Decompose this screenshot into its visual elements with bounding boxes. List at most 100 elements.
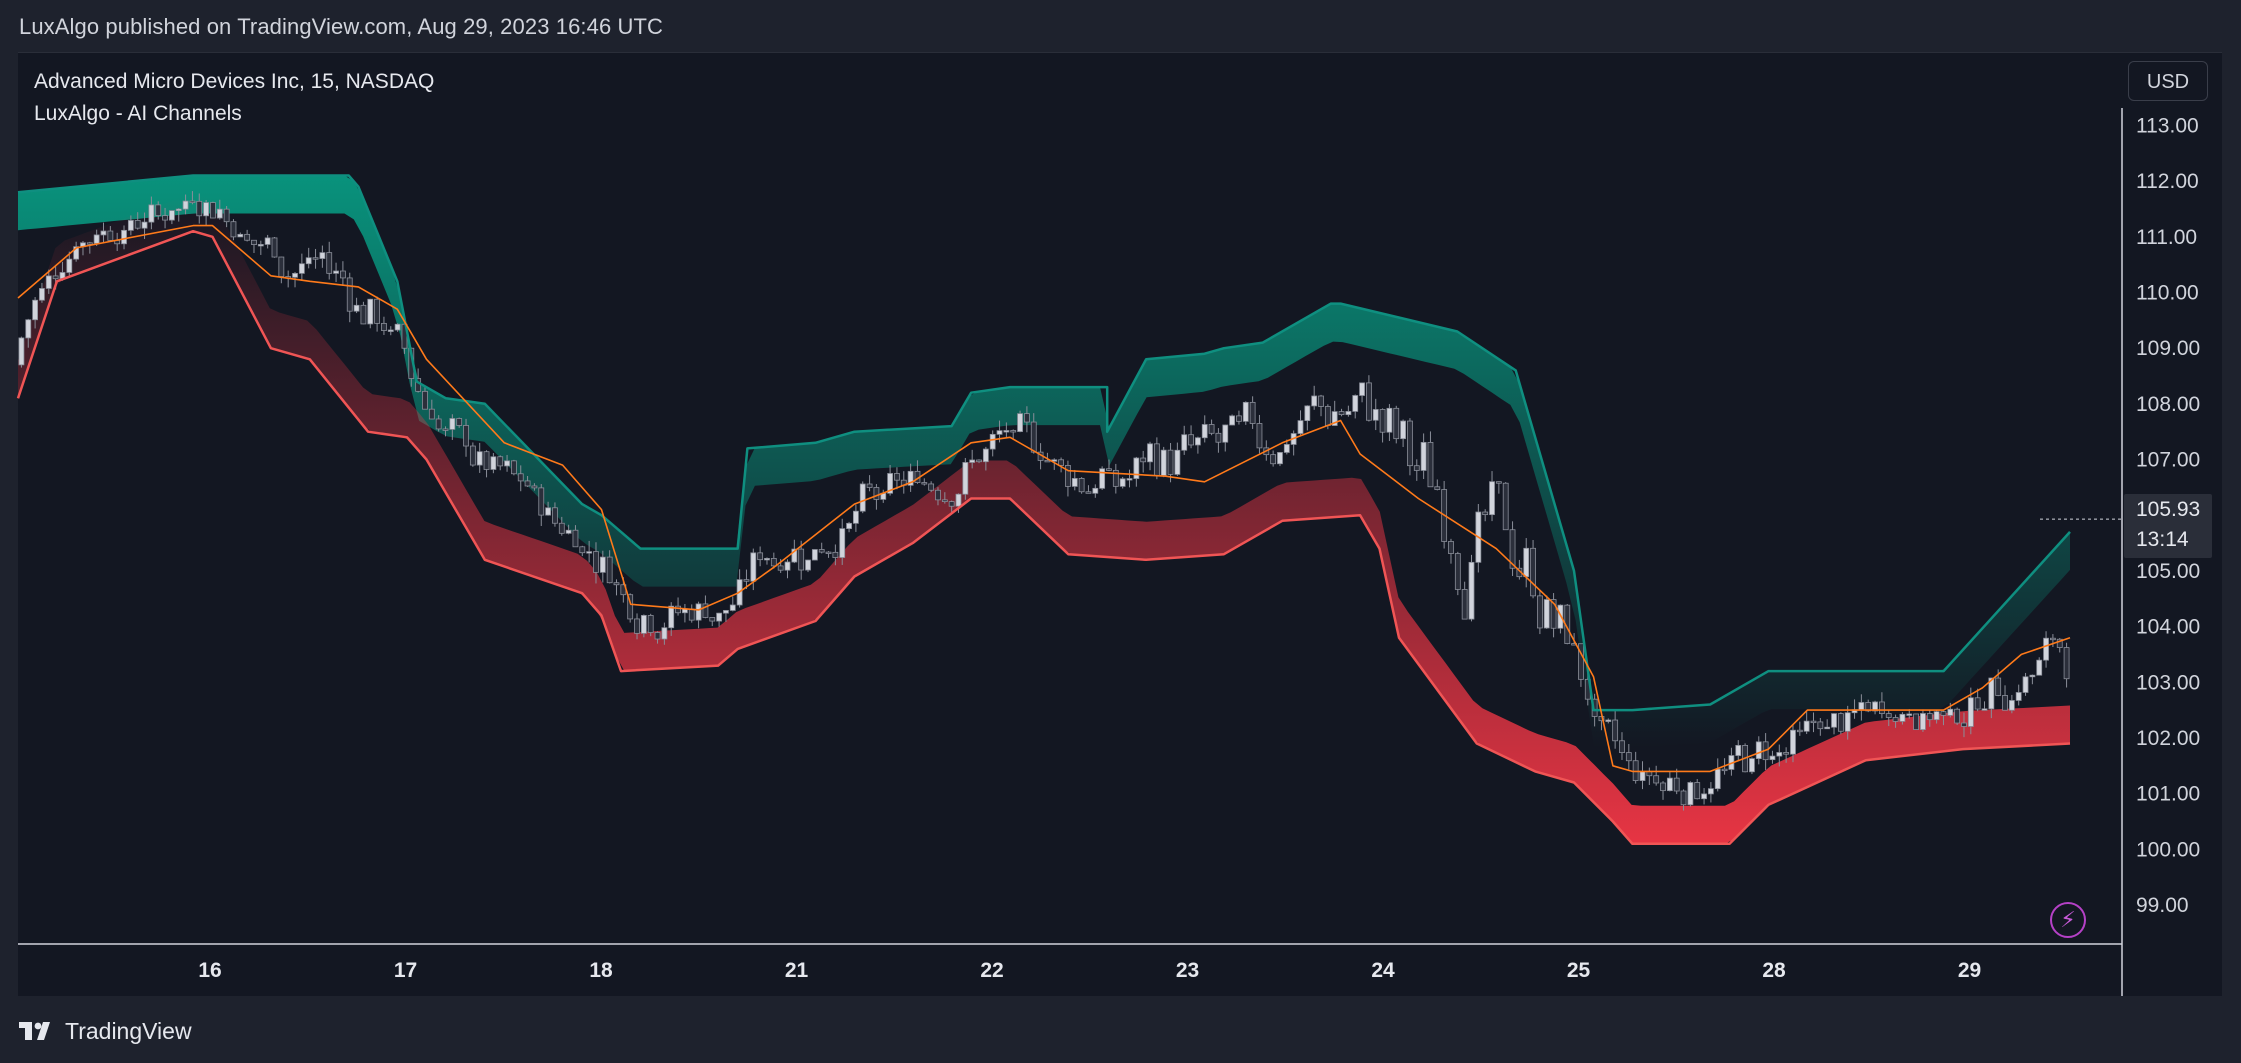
candle-body xyxy=(1153,443,1160,476)
lower-band-fill xyxy=(18,193,2070,844)
currency-button[interactable]: USD xyxy=(2128,61,2208,101)
candle-body xyxy=(1461,589,1468,620)
candle-body xyxy=(1078,478,1085,493)
candle-body xyxy=(1345,411,1352,416)
candle-body xyxy=(1790,729,1796,755)
candle-body xyxy=(1174,449,1181,475)
candle-body xyxy=(825,551,832,554)
candle-body xyxy=(237,233,244,238)
candle-body xyxy=(1167,449,1174,475)
candle-body xyxy=(1666,777,1673,792)
candle-body xyxy=(189,200,196,203)
candle-body xyxy=(2029,674,2036,678)
x-tick-label: 16 xyxy=(198,959,221,982)
candle-body xyxy=(1831,713,1837,728)
candle-body xyxy=(121,229,127,245)
candle-body xyxy=(298,263,305,274)
candle-body xyxy=(832,551,839,558)
lightning-bolt-icon[interactable]: ⚡ xyxy=(2050,902,2086,938)
candle-body xyxy=(100,230,107,236)
candle-body xyxy=(565,529,572,534)
candle-body xyxy=(1708,788,1714,795)
tradingview-logo[interactable]: TradingView xyxy=(19,1018,192,1044)
x-tick-label: 18 xyxy=(589,959,613,982)
candle-body xyxy=(1714,768,1721,790)
candle-body xyxy=(579,546,586,554)
candle-body xyxy=(531,485,538,489)
bar-countdown: 13:14 xyxy=(2136,528,2189,551)
candle-body xyxy=(750,552,757,582)
candle-body xyxy=(1188,434,1194,446)
candle-body xyxy=(558,522,565,534)
candle-body xyxy=(2043,637,2049,661)
candle-body xyxy=(1366,382,1372,421)
candle-body xyxy=(955,493,962,507)
candle-body xyxy=(319,252,326,259)
candle-body xyxy=(1215,432,1222,443)
candle-body xyxy=(935,489,941,501)
candle-body xyxy=(223,208,230,223)
candle-body xyxy=(73,246,80,260)
candle-body xyxy=(257,244,264,247)
candle-body xyxy=(1386,407,1393,433)
candle-body xyxy=(839,528,846,558)
candle-body xyxy=(1974,697,1981,710)
symbol-title[interactable]: Advanced Micro Devices Inc, 15, NASDAQ xyxy=(34,70,435,93)
candle-body xyxy=(599,556,606,573)
candle-body xyxy=(1119,478,1126,487)
upper-band-line xyxy=(17,174,2071,712)
publish-line: LuxAlgo published on TradingView.com, Au… xyxy=(19,14,664,39)
candle-body xyxy=(1769,755,1776,761)
candle-body xyxy=(483,451,490,470)
candle-body xyxy=(1961,722,1967,727)
candle-body xyxy=(1810,720,1817,724)
candle-body xyxy=(497,456,504,467)
indicator-title[interactable]: LuxAlgo - AI Channels xyxy=(34,102,242,125)
y-tick-label: 103.00 xyxy=(2136,671,2200,694)
candle-body xyxy=(1112,469,1119,487)
candle-body xyxy=(873,487,880,500)
candle-body xyxy=(866,483,873,488)
candle-body xyxy=(387,329,394,332)
candle-body xyxy=(1701,793,1707,800)
candle-body xyxy=(545,507,551,516)
candle-body xyxy=(1988,677,1995,710)
candle-body xyxy=(1680,790,1687,806)
candle-body xyxy=(1913,713,1919,730)
tradingview-logo-icon xyxy=(19,1022,50,1040)
candle-body xyxy=(353,304,360,312)
candle-body xyxy=(928,483,935,491)
candle-body xyxy=(196,200,203,217)
candle-body xyxy=(1126,478,1133,481)
candle-body xyxy=(2008,700,2015,711)
candle-body xyxy=(1605,719,1612,722)
candle-body xyxy=(647,615,654,633)
candle-body xyxy=(1400,420,1406,440)
candle-body xyxy=(510,460,517,475)
candle-body xyxy=(1482,511,1489,516)
candle-body xyxy=(1420,442,1427,471)
candle-body xyxy=(162,215,168,221)
candle-body xyxy=(1195,437,1201,446)
candle-body xyxy=(1427,442,1434,488)
candle-body xyxy=(976,459,982,463)
candle-body xyxy=(1817,721,1824,730)
candle-body xyxy=(469,445,476,466)
candle-body xyxy=(1065,465,1071,487)
candle-body xyxy=(1653,775,1660,784)
candle-body xyxy=(1003,430,1010,433)
candle-body xyxy=(1448,541,1454,554)
last-price-value: 105.93 xyxy=(2136,498,2201,521)
candle-body xyxy=(818,549,825,553)
candle-body xyxy=(1304,405,1311,422)
candle-body xyxy=(695,603,702,621)
candle-body xyxy=(1277,452,1283,465)
candle-body xyxy=(989,433,996,450)
candle-body xyxy=(45,275,52,289)
candle-body xyxy=(1926,713,1933,721)
candle-body xyxy=(1612,719,1619,742)
candle-body xyxy=(784,561,791,571)
candle-body xyxy=(627,594,634,620)
candle-body xyxy=(593,551,599,573)
